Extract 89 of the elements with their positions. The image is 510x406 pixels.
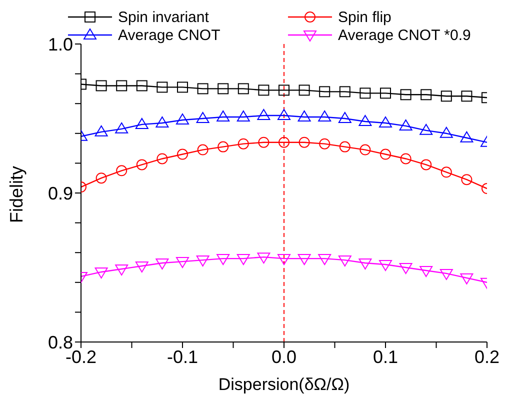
y-tick-label: 0.8: [48, 332, 73, 352]
point: [360, 88, 371, 99]
x-tick-label: 0.2: [474, 346, 500, 367]
point: [278, 109, 290, 120]
point: [258, 84, 270, 96]
point: [197, 144, 208, 156]
point: [420, 89, 432, 100]
point: [218, 83, 229, 94]
point: [96, 80, 107, 92]
point: [420, 159, 432, 170]
point: [218, 141, 229, 152]
x-axis-title: Dispersion(δΩ/Ω): [218, 375, 350, 394]
x-tick-label: 0.0: [271, 346, 297, 367]
legend-label: Spin flip: [338, 8, 392, 26]
point: [177, 148, 188, 160]
point: [156, 153, 168, 164]
point: [156, 82, 168, 93]
point: [96, 172, 107, 184]
legend-label: Average CNOT *0.9: [338, 26, 471, 44]
x-tick-label: 0.1: [372, 346, 398, 367]
point: [318, 110, 332, 122]
point: [136, 80, 148, 92]
point: [216, 254, 230, 266]
y-tick-label: 1.0: [48, 34, 73, 54]
point: [236, 110, 250, 122]
point: [319, 86, 330, 98]
point: [399, 119, 412, 130]
point: [115, 122, 128, 134]
point: [94, 125, 108, 136]
point: [360, 144, 371, 156]
point: [156, 258, 169, 270]
legend-label: Spin invariant: [118, 8, 209, 26]
point: [460, 131, 474, 142]
point: [399, 263, 412, 274]
point: [440, 90, 452, 102]
point: [238, 83, 249, 94]
point: [176, 257, 189, 268]
point: [278, 84, 290, 96]
point: [440, 126, 453, 138]
point: [216, 110, 230, 122]
point: [400, 89, 412, 100]
point: [156, 116, 169, 128]
x-tick-label: -0.1: [166, 346, 198, 367]
point: [116, 165, 128, 176]
point: [358, 114, 372, 126]
y-axis-title: Fidelity: [6, 166, 26, 223]
point: [298, 136, 310, 148]
legend-label: Average CNOT: [118, 26, 220, 44]
point: [238, 138, 249, 150]
point: [116, 80, 128, 92]
point: [420, 124, 433, 135]
point: [461, 174, 472, 186]
point: [298, 110, 311, 122]
point: [257, 109, 270, 120]
point: [135, 118, 148, 129]
point: [358, 258, 372, 270]
y-tick-label: 0.9: [48, 183, 73, 204]
point: [236, 254, 250, 266]
point: [338, 256, 352, 267]
point: [379, 260, 392, 272]
point: [339, 86, 350, 98]
point: [400, 153, 412, 164]
point: [298, 254, 311, 266]
point: [440, 268, 453, 280]
point: [196, 112, 210, 123]
point: [319, 138, 330, 150]
point: [136, 159, 148, 170]
point: [318, 254, 332, 266]
point: [278, 254, 290, 266]
point: [115, 264, 128, 276]
point: [94, 267, 108, 278]
point: [420, 266, 433, 277]
point: [380, 148, 391, 160]
point: [461, 90, 472, 102]
point: [177, 82, 188, 93]
point: [440, 166, 452, 178]
point: [278, 136, 290, 148]
point: [197, 83, 208, 94]
point: [338, 112, 352, 123]
point: [176, 113, 189, 124]
point: [196, 256, 210, 267]
point: [298, 84, 310, 96]
point: [258, 136, 270, 148]
point: [339, 141, 350, 152]
point: [379, 116, 392, 128]
point: [257, 252, 270, 264]
point: [135, 262, 148, 273]
point: [380, 88, 391, 99]
point: [460, 273, 474, 284]
